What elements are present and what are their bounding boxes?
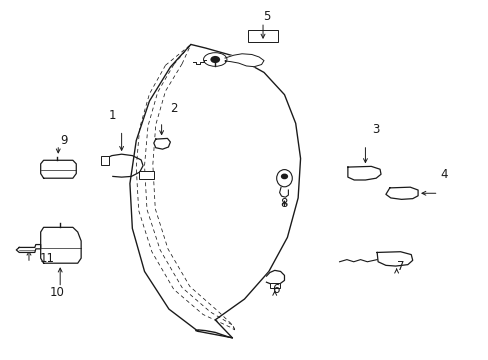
Bar — [139, 171, 154, 179]
Circle shape — [210, 56, 220, 63]
Text: 3: 3 — [372, 123, 379, 136]
Text: 9: 9 — [60, 134, 68, 147]
Polygon shape — [347, 166, 380, 180]
Text: 4: 4 — [440, 168, 447, 181]
Text: 2: 2 — [170, 102, 177, 115]
Ellipse shape — [276, 170, 292, 187]
Text: 1: 1 — [109, 109, 116, 122]
Polygon shape — [41, 227, 81, 263]
Polygon shape — [16, 244, 41, 252]
Circle shape — [281, 174, 287, 179]
Text: 7: 7 — [396, 260, 404, 273]
Text: 10: 10 — [49, 287, 64, 300]
Bar — [101, 156, 109, 165]
Polygon shape — [41, 160, 76, 178]
Polygon shape — [376, 252, 412, 266]
Polygon shape — [154, 138, 170, 149]
Polygon shape — [385, 187, 417, 199]
Bar — [248, 31, 277, 42]
Text: 11: 11 — [40, 252, 54, 265]
Polygon shape — [266, 270, 284, 285]
Text: 8: 8 — [279, 197, 286, 210]
Text: 5: 5 — [262, 10, 269, 23]
Ellipse shape — [203, 53, 226, 66]
Text: 6: 6 — [272, 283, 279, 296]
Polygon shape — [224, 54, 264, 67]
Bar — [269, 283, 279, 288]
